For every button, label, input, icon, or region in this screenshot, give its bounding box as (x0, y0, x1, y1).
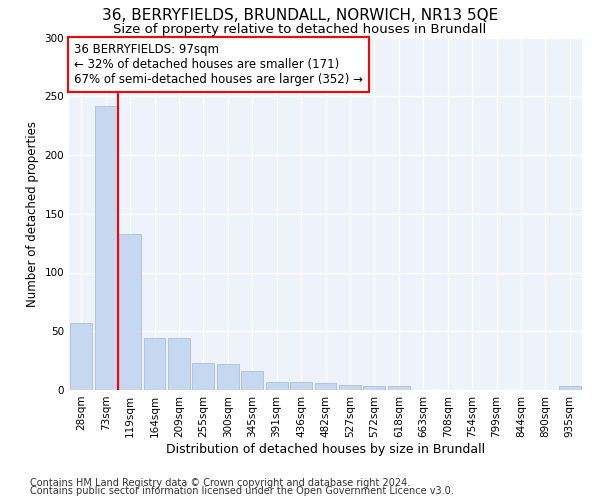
Text: 36 BERRYFIELDS: 97sqm
← 32% of detached houses are smaller (171)
67% of semi-det: 36 BERRYFIELDS: 97sqm ← 32% of detached … (74, 43, 363, 86)
Bar (217, 364, 239, 390)
Text: Contains public sector information licensed under the Open Government Licence v3: Contains public sector information licen… (30, 486, 454, 496)
Bar (241, 371, 263, 390)
Text: 36, BERRYFIELDS, BRUNDALL, NORWICH, NR13 5QE: 36, BERRYFIELDS, BRUNDALL, NORWICH, NR13… (102, 8, 498, 22)
Y-axis label: Number of detached properties: Number of detached properties (26, 120, 39, 306)
Bar (119, 234, 141, 390)
X-axis label: Distribution of detached houses by size in Brundall: Distribution of detached houses by size … (166, 442, 485, 456)
Text: Size of property relative to detached houses in Brundall: Size of property relative to detached ho… (113, 22, 487, 36)
Bar (314, 383, 337, 390)
Bar (95, 106, 116, 390)
Bar (559, 386, 581, 390)
Bar (266, 382, 287, 390)
Bar (70, 323, 92, 390)
Bar (388, 386, 410, 390)
Text: Contains HM Land Registry data © Crown copyright and database right 2024.: Contains HM Land Registry data © Crown c… (30, 478, 410, 488)
Bar (168, 338, 190, 390)
Bar (339, 386, 361, 390)
Bar (193, 363, 214, 390)
Bar (364, 386, 385, 390)
Bar (143, 338, 166, 390)
Bar (290, 382, 312, 390)
